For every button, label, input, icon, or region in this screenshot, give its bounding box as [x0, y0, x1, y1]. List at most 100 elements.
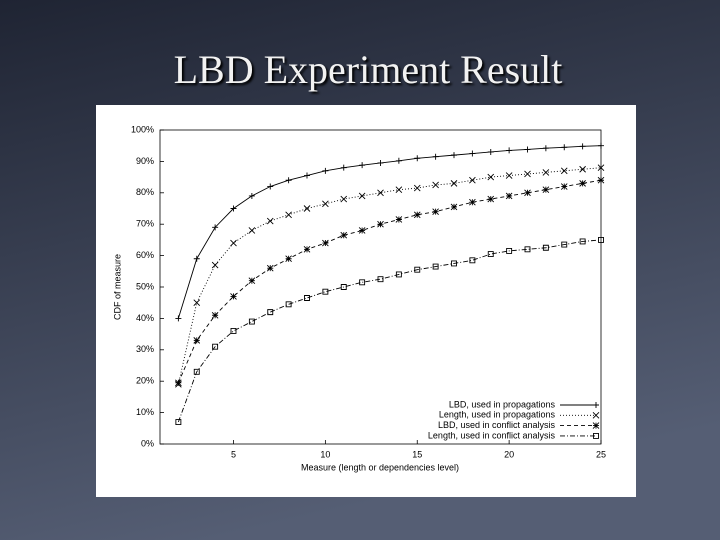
- point-marker: [230, 293, 237, 300]
- point-marker: [267, 309, 274, 316]
- point-marker: [432, 208, 439, 215]
- point-marker: [212, 343, 219, 350]
- point-marker: [395, 186, 403, 193]
- point-marker: [561, 241, 568, 248]
- point-marker: [395, 157, 402, 164]
- point-marker: [505, 172, 513, 179]
- y-axis-label: CDF of measure: [112, 254, 122, 320]
- point-marker: [597, 176, 605, 184]
- series-line: [177, 167, 602, 385]
- point-marker: [248, 192, 255, 199]
- y-tick-label: 30%: [136, 344, 154, 354]
- point-marker: [524, 246, 531, 253]
- series-line: [177, 179, 602, 383]
- point-marker: [413, 211, 421, 219]
- point-marker: [451, 152, 457, 159]
- point-marker: [506, 247, 513, 254]
- point-marker: [230, 205, 237, 212]
- point-marker: [322, 239, 329, 247]
- legend-marker: [593, 432, 599, 439]
- chart: Measure (length or dependencies level) C…: [112, 124, 606, 472]
- legend-label: Length, used in conflict analysis: [428, 430, 556, 440]
- point-marker: [358, 192, 366, 200]
- point-marker: [340, 284, 347, 290]
- point-marker: [230, 328, 237, 334]
- point-marker: [248, 318, 255, 325]
- point-marker: [451, 260, 457, 267]
- point-marker: [524, 170, 531, 178]
- y-tick-label: 10%: [136, 407, 154, 417]
- point-marker: [414, 266, 421, 273]
- point-marker: [597, 164, 605, 171]
- legend-marker: [593, 402, 599, 408]
- point-marker: [579, 165, 586, 173]
- chart-panel: [96, 105, 636, 497]
- point-marker: [230, 239, 237, 247]
- y-tick-label: 70%: [136, 219, 154, 229]
- point-marker: [340, 164, 347, 171]
- point-marker: [469, 176, 476, 184]
- point-marker: [450, 203, 458, 211]
- point-marker: [193, 299, 201, 307]
- point-marker: [193, 255, 200, 262]
- point-marker: [395, 271, 402, 278]
- x-tick-label: 5: [231, 449, 236, 459]
- point-marker: [487, 251, 494, 257]
- point-marker: [304, 295, 310, 301]
- point-marker: [579, 143, 586, 150]
- point-marker: [322, 200, 329, 208]
- point-marker: [560, 167, 568, 175]
- y-tick-label: 80%: [136, 187, 154, 197]
- point-marker: [248, 277, 256, 285]
- legend-marker: [592, 411, 600, 419]
- point-marker: [487, 148, 494, 155]
- y-tick-label: 90%: [136, 156, 154, 166]
- point-marker: [395, 216, 403, 223]
- point-marker: [322, 288, 329, 295]
- point-marker: [340, 231, 348, 239]
- point-marker: [542, 145, 549, 152]
- x-tick-label: 15: [412, 449, 422, 459]
- point-marker: [579, 238, 586, 245]
- point-marker: [598, 142, 604, 149]
- point-marker: [542, 169, 550, 176]
- point-marker: [248, 227, 256, 234]
- point-marker: [267, 183, 274, 190]
- point-marker: [469, 150, 476, 157]
- slide-title: LBD Experiment Result: [174, 47, 563, 92]
- point-marker: [542, 244, 549, 251]
- y-tick-label: 100%: [131, 124, 154, 134]
- point-marker: [524, 189, 531, 197]
- point-marker: [266, 217, 274, 225]
- point-marker: [450, 180, 458, 187]
- point-marker: [193, 368, 200, 375]
- point-marker: [469, 198, 476, 206]
- point-marker: [432, 153, 439, 160]
- point-marker: [487, 173, 495, 181]
- point-marker: [506, 147, 513, 154]
- point-marker: [359, 162, 366, 169]
- point-marker: [175, 379, 182, 387]
- point-marker: [377, 159, 384, 166]
- point-marker: [560, 183, 568, 190]
- point-marker: [598, 236, 604, 243]
- point-marker: [414, 155, 421, 162]
- point-marker: [285, 255, 292, 263]
- point-marker: [303, 246, 311, 253]
- point-marker: [579, 180, 586, 187]
- point-marker: [340, 195, 348, 203]
- y-tick-label: 20%: [136, 376, 154, 386]
- x-tick-label: 20: [504, 449, 514, 459]
- point-marker: [285, 301, 292, 308]
- point-marker: [175, 315, 182, 322]
- point-marker: [175, 419, 182, 425]
- series-line: [177, 145, 602, 319]
- legend-label: Length, used in propagations: [439, 410, 556, 420]
- point-marker: [193, 337, 201, 344]
- x-tick-label: 25: [596, 449, 606, 459]
- point-marker: [542, 186, 550, 193]
- point-marker: [211, 261, 219, 269]
- point-marker: [285, 211, 292, 219]
